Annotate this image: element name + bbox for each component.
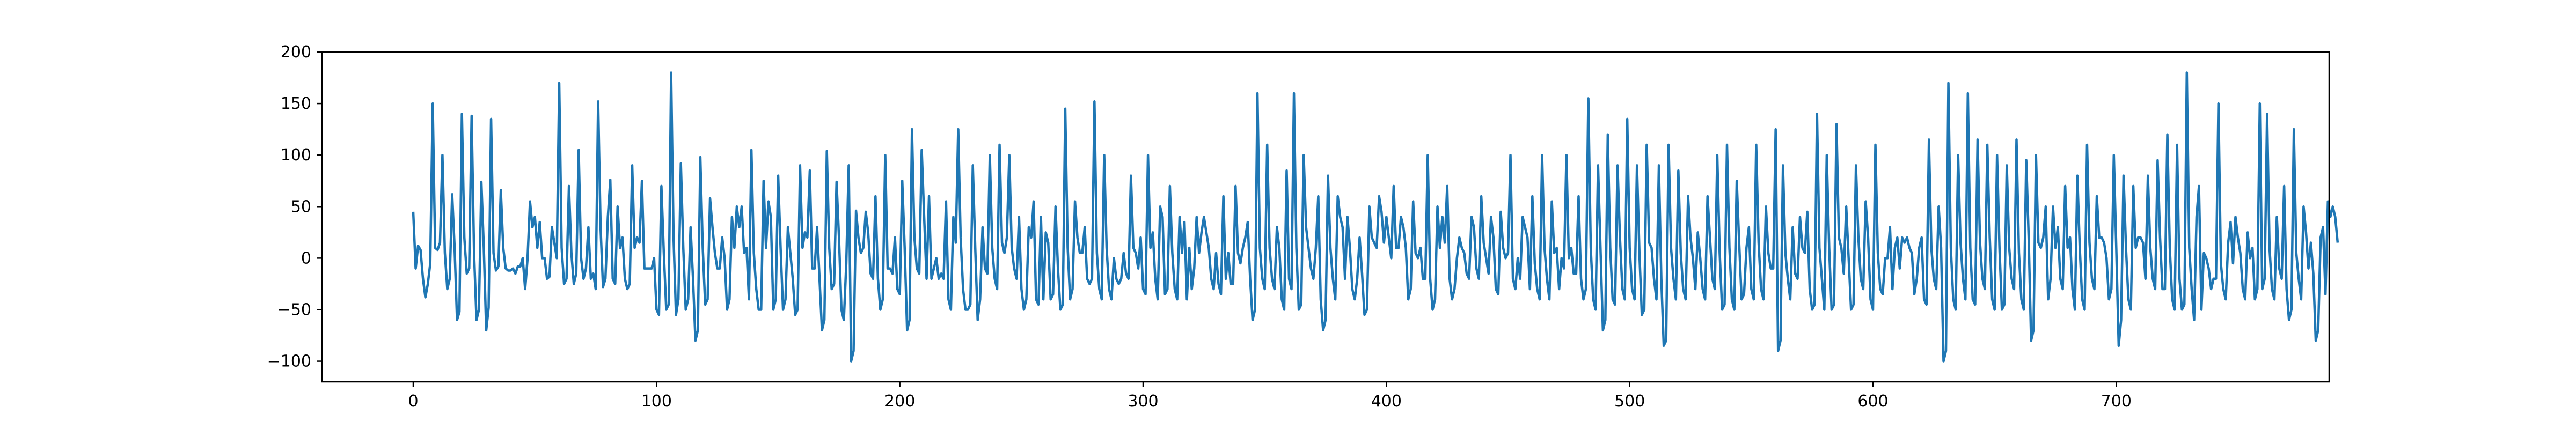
y-tick-label: 200: [281, 43, 311, 62]
y-tick-label: 0: [301, 249, 311, 268]
x-axis: 0 100 200 300 400 500 600 700: [408, 382, 2132, 411]
y-tick-label: 100: [281, 146, 311, 165]
plot-area: [412, 71, 2339, 363]
x-tick-label: 100: [641, 392, 672, 411]
x-tick-label: 400: [1371, 392, 1402, 411]
y-axis: −100 −50 0 50 100 150 200: [267, 43, 322, 371]
y-tick-label: −100: [267, 352, 311, 371]
x-tick-label: 700: [2101, 392, 2132, 411]
axes-frame: [321, 51, 2330, 383]
y-tick-label: 150: [281, 94, 311, 113]
y-tick-label: 50: [291, 197, 311, 216]
x-tick-label: 600: [1857, 392, 1888, 411]
x-tick-label: 500: [1614, 392, 1645, 411]
x-tick-label: 300: [1128, 392, 1158, 411]
series-line-0: [412, 71, 2339, 363]
y-tick-label: −50: [277, 300, 311, 319]
x-tick-label: 0: [408, 392, 418, 411]
x-tick-label: 200: [884, 392, 915, 411]
